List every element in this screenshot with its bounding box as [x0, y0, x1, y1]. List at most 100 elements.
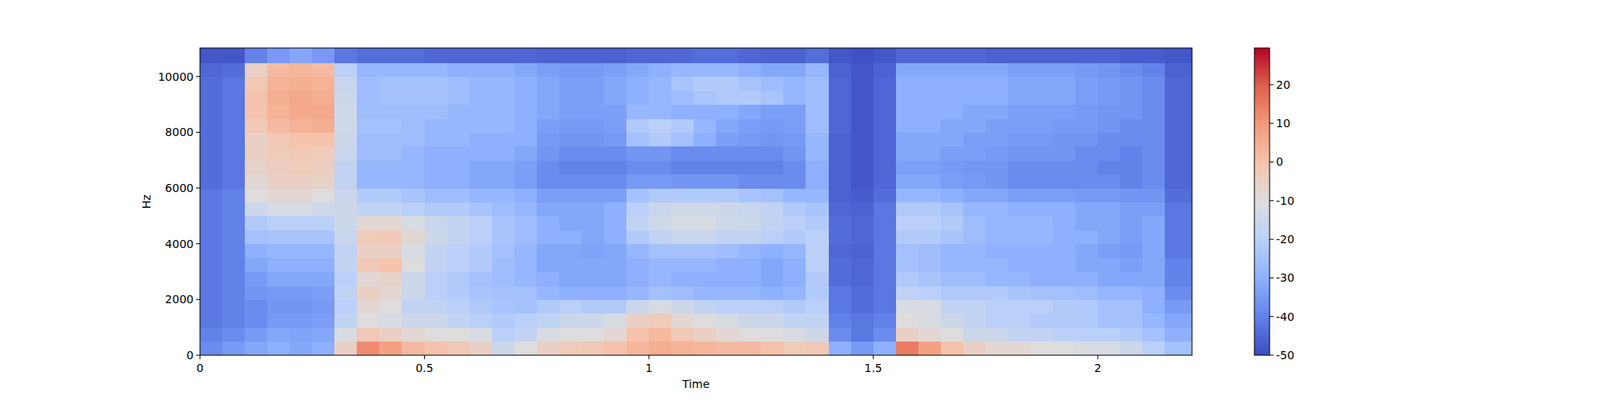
cell [356, 62, 380, 77]
y-tick [196, 243, 200, 244]
cell [267, 327, 291, 342]
cell [940, 90, 964, 105]
cell [828, 188, 852, 203]
cell [447, 62, 471, 77]
cell [514, 62, 538, 77]
y-tick-label: 2000 [164, 292, 194, 306]
cell [379, 299, 403, 314]
cell [492, 90, 516, 105]
cell [356, 174, 380, 189]
cell [244, 313, 268, 328]
cell [312, 118, 336, 133]
cell [648, 188, 672, 203]
cell [738, 90, 762, 105]
cell [244, 132, 268, 147]
cell [1120, 132, 1144, 147]
cell [851, 132, 875, 147]
cell [626, 160, 650, 175]
cell [671, 341, 695, 356]
cell [1008, 48, 1032, 64]
cell [760, 313, 784, 328]
cell [1164, 216, 1192, 231]
cell [896, 174, 920, 189]
cell [896, 272, 920, 287]
cell [940, 146, 964, 161]
cell [1097, 174, 1121, 189]
cell [581, 341, 605, 356]
cell [200, 132, 224, 147]
cell [424, 174, 448, 189]
cell [1008, 327, 1032, 342]
cell [536, 229, 560, 244]
cell [693, 188, 717, 203]
cell [200, 229, 224, 244]
cell [918, 257, 942, 272]
cell [1097, 90, 1121, 105]
cell [851, 146, 875, 161]
cell [783, 341, 807, 356]
cell [424, 272, 448, 287]
cell [1120, 313, 1144, 328]
cell [985, 48, 1009, 64]
cell [267, 229, 291, 244]
cell [492, 229, 516, 244]
cell [469, 244, 493, 259]
cell [334, 313, 358, 328]
cell [267, 299, 291, 314]
cell [469, 62, 493, 77]
cell [559, 244, 583, 259]
cell [1030, 62, 1054, 77]
cell [604, 62, 628, 77]
cell [356, 216, 380, 231]
cell [873, 90, 897, 105]
cell [469, 90, 493, 105]
cell [1120, 76, 1144, 92]
cell [447, 244, 471, 259]
cell [1142, 118, 1166, 133]
cell [851, 285, 875, 300]
cell [447, 216, 471, 231]
cell [1097, 132, 1121, 147]
cell [289, 188, 313, 203]
cell [940, 188, 964, 203]
cell [581, 272, 605, 287]
cell [334, 76, 358, 92]
cell [783, 104, 807, 120]
cell [514, 174, 538, 189]
cell [783, 48, 807, 64]
cell [1164, 76, 1192, 92]
cell [289, 257, 313, 272]
colorbar-tick-label: -10 [1276, 194, 1295, 208]
cell [1142, 244, 1166, 259]
cell [222, 90, 246, 105]
cell [267, 341, 291, 356]
cell [760, 160, 784, 175]
cell [1052, 188, 1076, 203]
cell [760, 285, 784, 300]
cell [289, 272, 313, 287]
cell [514, 132, 538, 147]
cell [289, 62, 313, 77]
x-tick [648, 355, 650, 360]
cell [581, 257, 605, 272]
cell [626, 104, 650, 120]
cell [244, 272, 268, 287]
cell [536, 299, 560, 314]
cell [379, 257, 403, 272]
cell [1164, 160, 1192, 175]
cell [379, 174, 403, 189]
cell [648, 160, 672, 175]
cell [918, 341, 942, 356]
colorbar-tick-label: 20 [1276, 78, 1291, 92]
cell [896, 62, 920, 77]
cell [828, 76, 852, 92]
cell [851, 313, 875, 328]
cell [244, 327, 268, 342]
cell [783, 160, 807, 175]
cell [379, 132, 403, 147]
x-tick-label: 0.5 [415, 361, 433, 375]
cell [267, 216, 291, 231]
cell [716, 229, 740, 244]
cell [401, 62, 425, 77]
cell [1075, 272, 1099, 287]
